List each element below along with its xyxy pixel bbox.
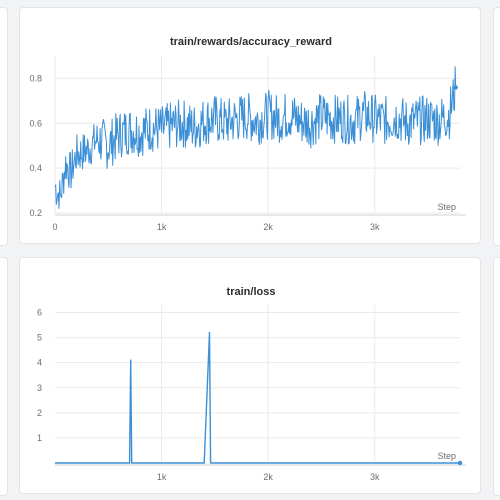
- y-tick-label: 3: [37, 383, 42, 393]
- right-panel-edge-bottom: [493, 257, 500, 496]
- x-tick-label: 3k: [370, 472, 380, 482]
- series-line: [54, 66, 457, 209]
- y-tick-label: 5: [37, 333, 42, 343]
- x-tick-label: 1k: [157, 472, 167, 482]
- y-tick-label: 2: [37, 408, 42, 418]
- left-panel-edge-top: [0, 7, 8, 246]
- chart-panel-accuracy-reward[interactable]: train/rewards/accuracy_reward 0.2 0.4 0.6 0…: [19, 7, 481, 244]
- y-tick-label: 0.8: [29, 73, 42, 83]
- x-tick-label: 0: [52, 222, 57, 232]
- y-tick-label: 0.6: [29, 118, 42, 128]
- y-tick-label: 6: [37, 308, 42, 318]
- series-end-point: [453, 85, 458, 90]
- left-panel-edge-bottom: [0, 257, 8, 496]
- x-tick-label: 2k: [263, 222, 273, 232]
- x-tick-label: 2k: [263, 472, 273, 482]
- x-tick-label: 3k: [370, 222, 380, 232]
- y-tick-label: 0.2: [29, 208, 42, 218]
- y-tick-label: 1: [37, 433, 42, 443]
- chart-title: train/rewards/accuracy_reward: [170, 36, 332, 48]
- x-tick-label: 1k: [157, 222, 167, 232]
- right-panel-edge-top: [493, 7, 500, 246]
- series-end-point: [457, 460, 463, 466]
- chart-title: train/loss: [227, 286, 276, 298]
- chart-accuracy-reward: train/rewards/accuracy_reward 0.2 0.4 0.6 0…: [29, 36, 466, 232]
- chart-train-loss: train/loss 1 2 3 4 5 6 1k 2k 3k Step: [37, 286, 466, 482]
- x-axis-label: Step: [437, 451, 456, 461]
- x-axis-label: Step: [437, 202, 456, 212]
- series-line: [55, 331, 460, 464]
- y-tick-label: 0.4: [29, 163, 42, 173]
- chart-panel-train-loss[interactable]: train/loss 1 2 3 4 5 6 1k 2k 3k Step: [19, 257, 481, 494]
- y-tick-label: 4: [37, 358, 42, 368]
